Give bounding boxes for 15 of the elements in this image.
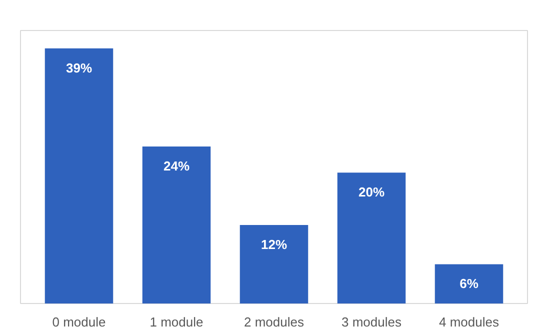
bar bbox=[337, 172, 406, 304]
x-tick-label: 4 modules bbox=[439, 314, 500, 330]
data-label: 24% bbox=[163, 158, 190, 174]
data-label: 39% bbox=[66, 60, 92, 76]
x-tick-label: 1 module bbox=[150, 314, 204, 330]
data-label: 20% bbox=[358, 184, 385, 200]
bar bbox=[434, 264, 504, 304]
x-tick-label: 0 module bbox=[52, 314, 106, 330]
x-tick-label: 2 modules bbox=[244, 314, 304, 330]
data-label: 12% bbox=[260, 236, 288, 252]
x-tick-label: 3 modules bbox=[342, 314, 402, 330]
data-label: 6% bbox=[460, 276, 479, 292]
bar bbox=[240, 224, 308, 304]
bar bbox=[44, 48, 114, 304]
bar bbox=[142, 146, 211, 304]
